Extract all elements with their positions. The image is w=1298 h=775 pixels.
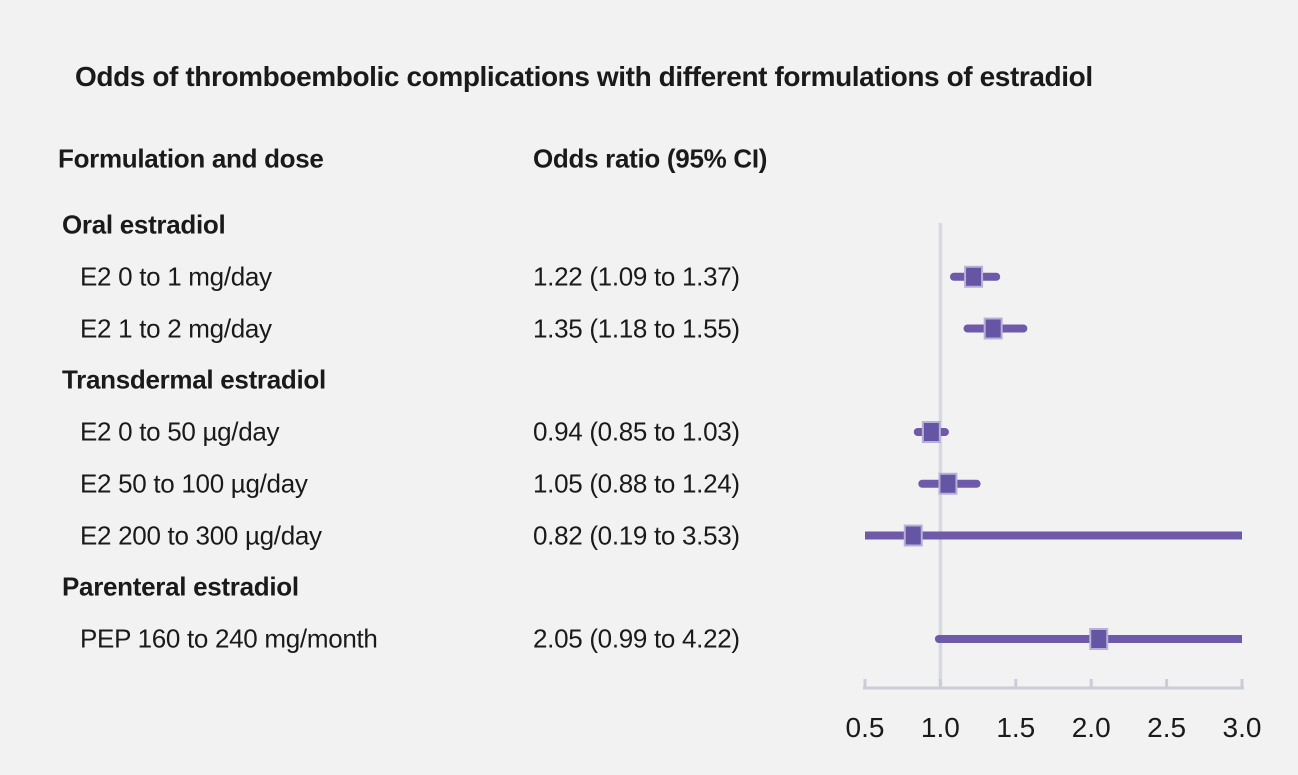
column-header-formulation: Formulation and dose [58,143,324,174]
dose-label: E2 0 to 1 mg/day [80,261,272,292]
study-row: E2 200 to 300 µg/day 0.82 (0.19 to 3.53) [0,510,830,562]
group-label: Parenteral estradiol [62,571,299,602]
group-row: Oral estradiol [0,199,830,251]
estimate-marker [983,317,1003,340]
group-row: Transdermal estradiol [0,354,830,406]
estimate-marker [903,524,923,547]
group-label: Oral estradiol [62,209,226,240]
column-header-odds-ratio: Odds ratio (95% CI) [533,143,768,174]
dose-label: E2 1 to 2 mg/day [80,313,272,343]
x-axis-tick-label: 0.5 [846,712,885,743]
study-row: PEP 160 to 240 mg/month 2.05 (0.99 to 4.2… [0,613,830,665]
group-label: Transdermal estradiol [62,364,326,395]
column-headers: Formulation and dose Odds ratio (95% CI) [0,133,1298,185]
x-axis-tick-label: 2.0 [1072,712,1111,743]
study-row: E2 50 to 100 µg/day 1.05 (0.88 to 1.24) [0,458,830,510]
x-axis-tick-label: 3.0 [1223,712,1262,743]
odds-ratio-value: 1.05 (0.88 to 1.24) [533,468,740,499]
dose-label: PEP 160 to 240 mg/month [80,623,378,654]
ci-layer [865,265,1242,650]
dose-label: E2 50 to 100 µg/day [80,468,308,499]
odds-ratio-value: 0.82 (0.19 to 3.53) [533,520,740,550]
dose-label: E2 0 to 50 µg/day [80,416,280,447]
x-axis-tick-label: 1.5 [996,712,1035,743]
study-row: E2 1 to 2 mg/day 1.35 (1.18 to 1.55) [0,303,830,355]
odds-ratio-value: 0.94 (0.85 to 1.03) [533,416,740,447]
dose-label: E2 200 to 300 µg/day [80,520,322,550]
estimate-marker [921,421,941,443]
chart-title: Odds of thromboembolic complications wit… [75,61,1093,92]
study-row: E2 0 to 50 µg/day 0.94 (0.85 to 1.03) [0,406,830,458]
estimate-marker [1089,628,1109,650]
estimate-marker [938,472,958,495]
odds-ratio-value: 1.22 (1.09 to 1.37) [533,261,740,292]
x-axis-tick-label: 2.5 [1147,712,1186,743]
group-row: Parenteral estradiol [0,561,830,613]
study-row: E2 0 to 1 mg/day 1.22 (1.09 to 1.37) [0,251,830,303]
x-axis-tick-label: 1.0 [921,712,960,743]
estimate-marker [964,265,984,288]
odds-ratio-value: 1.35 (1.18 to 1.55) [533,313,740,343]
odds-ratio-value: 2.05 (0.99 to 4.22) [533,623,740,654]
